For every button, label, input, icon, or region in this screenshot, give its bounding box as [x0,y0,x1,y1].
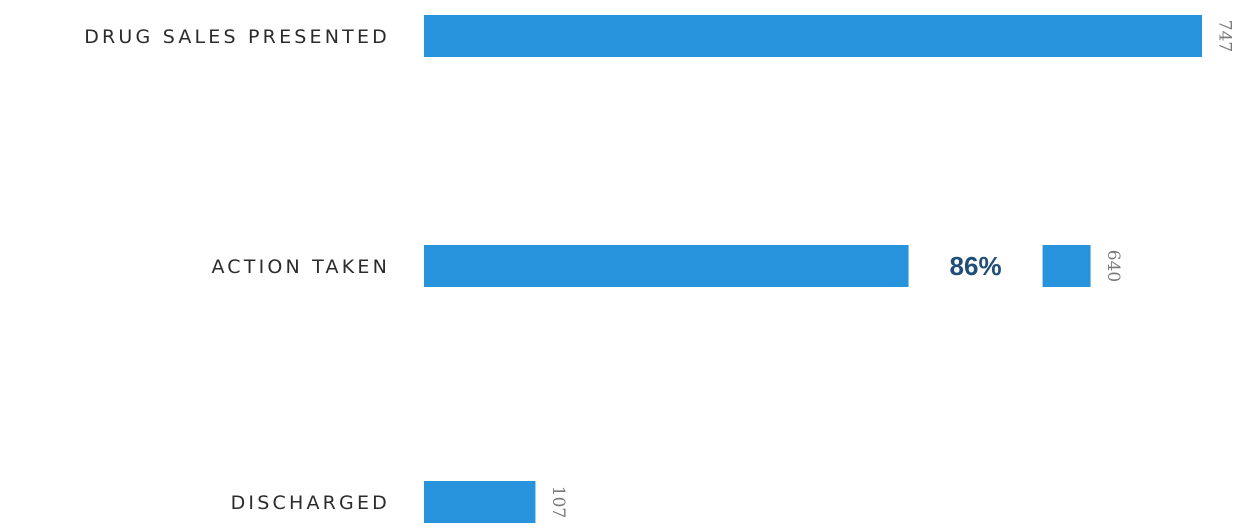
value-labels-group: 747 640 107 [548,20,1235,518]
value-label-discharged: 107 [548,486,568,518]
category-labels-group: DRUG SALES PRESENTED ACTION TAKEN DISCHARG… [84,26,390,514]
annotations-group: 86% [908,245,1043,287]
bar-discharged [424,481,536,523]
value-label-drug-sales-presented: 747 [1215,20,1235,52]
percent-label-background [908,245,1043,287]
percent-label-action-taken: 86% [950,251,1002,281]
value-label-action-taken: 640 [1103,250,1123,282]
category-label-discharged: DISCHARGED [231,492,390,514]
bar-drug-sales-presented [424,15,1202,57]
category-label-action-taken: ACTION TAKEN [211,256,390,278]
category-label-drug-sales-presented: DRUG SALES PRESENTED [84,26,390,48]
bars-group [424,15,1202,523]
